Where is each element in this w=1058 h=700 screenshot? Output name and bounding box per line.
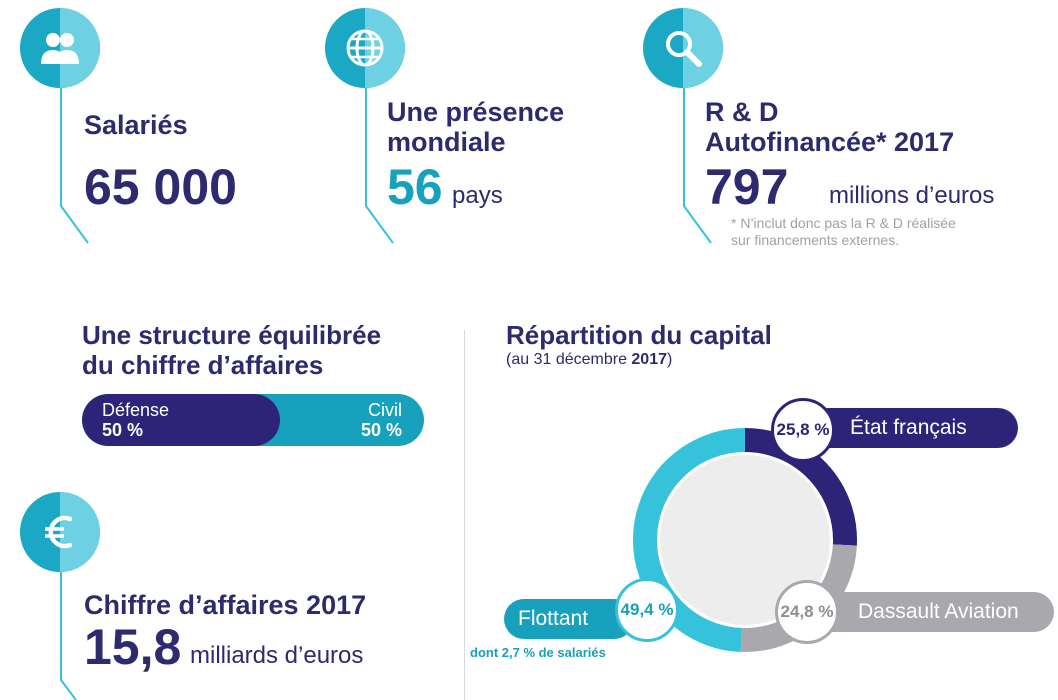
revenue-split-bar: Défense 50 % Civil 50 %: [82, 394, 424, 446]
magnifier-icon-badge: [643, 8, 723, 88]
slice-label-pill-etat: État français: [808, 408, 1018, 448]
civil-value: 50 %: [360, 420, 402, 440]
salaries-stem: [60, 88, 89, 244]
defense-value: 50 %: [102, 420, 144, 440]
presence-value: 56: [387, 159, 443, 215]
magnifier-icon: [666, 31, 702, 67]
salaries-value: 65 000: [84, 159, 237, 215]
capital-title: Répartition du capital: [506, 320, 772, 350]
rd-value: 797: [705, 159, 789, 215]
flottant-note: dont 2,7 % de salariés: [470, 645, 606, 660]
globe-icon: [346, 29, 384, 67]
rd-note-line2: sur financements externes.: [731, 232, 900, 248]
presence-unit: pays: [452, 182, 503, 209]
donut-slice-2: [633, 428, 746, 652]
structure-title-line2: du chiffre d’affaires: [82, 350, 324, 380]
rd-label-line2: Autofinancée* 2017: [705, 127, 955, 157]
slice-name-etat: État français: [850, 416, 967, 439]
globe-icon-badge: [325, 8, 405, 88]
rd-note-line1: * N’inclut donc pas la R & D réalisée: [731, 215, 956, 231]
slice-label-pill-dassault: Dassault Aviation: [808, 592, 1054, 632]
section-divider: [464, 330, 465, 700]
slice-value-bubble-flottant: 49,4 %: [615, 578, 679, 642]
slice-name-flottant: Flottant: [518, 607, 589, 630]
donut-slice-0: [744, 428, 857, 546]
donut-center: [660, 455, 830, 625]
people-icon-badge: [20, 8, 100, 88]
rd-unit: millions d’euros: [829, 182, 995, 209]
euro-icon: [45, 515, 73, 549]
revenue-label: Chiffre d’affaires 2017: [84, 590, 367, 620]
people-icon: [41, 33, 79, 64]
slice-value-bubble-dassault: 24,8 %: [775, 580, 839, 644]
civil-label: Civil: [368, 400, 402, 420]
rd-stem: [683, 88, 712, 244]
presence-label-line1: Une présence: [387, 97, 565, 127]
presence-stem: [365, 88, 394, 244]
revenue-stem: [60, 572, 77, 700]
revenue-value: 15,8: [84, 619, 182, 675]
defense-label: Défense: [102, 400, 170, 420]
capital-subtitle: (au 31 décembre 2017): [506, 351, 673, 368]
slice-value-bubble-etat: 25,8 %: [771, 398, 835, 462]
defense-segment: [82, 394, 281, 446]
capital-donut-chart: [633, 428, 857, 652]
rd-label-line1: R & D: [705, 97, 779, 127]
salaries-label: Salariés: [84, 110, 188, 140]
presence-label-line2: mondiale: [387, 127, 506, 157]
structure-title-line1: Une structure équilibrée: [82, 320, 382, 350]
euro-icon-badge: [20, 492, 100, 572]
slice-label-pill-flottant: Flottant: [504, 599, 634, 639]
slice-name-dassault: Dassault Aviation: [858, 600, 1019, 623]
revenue-unit: milliards d’euros: [190, 642, 364, 669]
